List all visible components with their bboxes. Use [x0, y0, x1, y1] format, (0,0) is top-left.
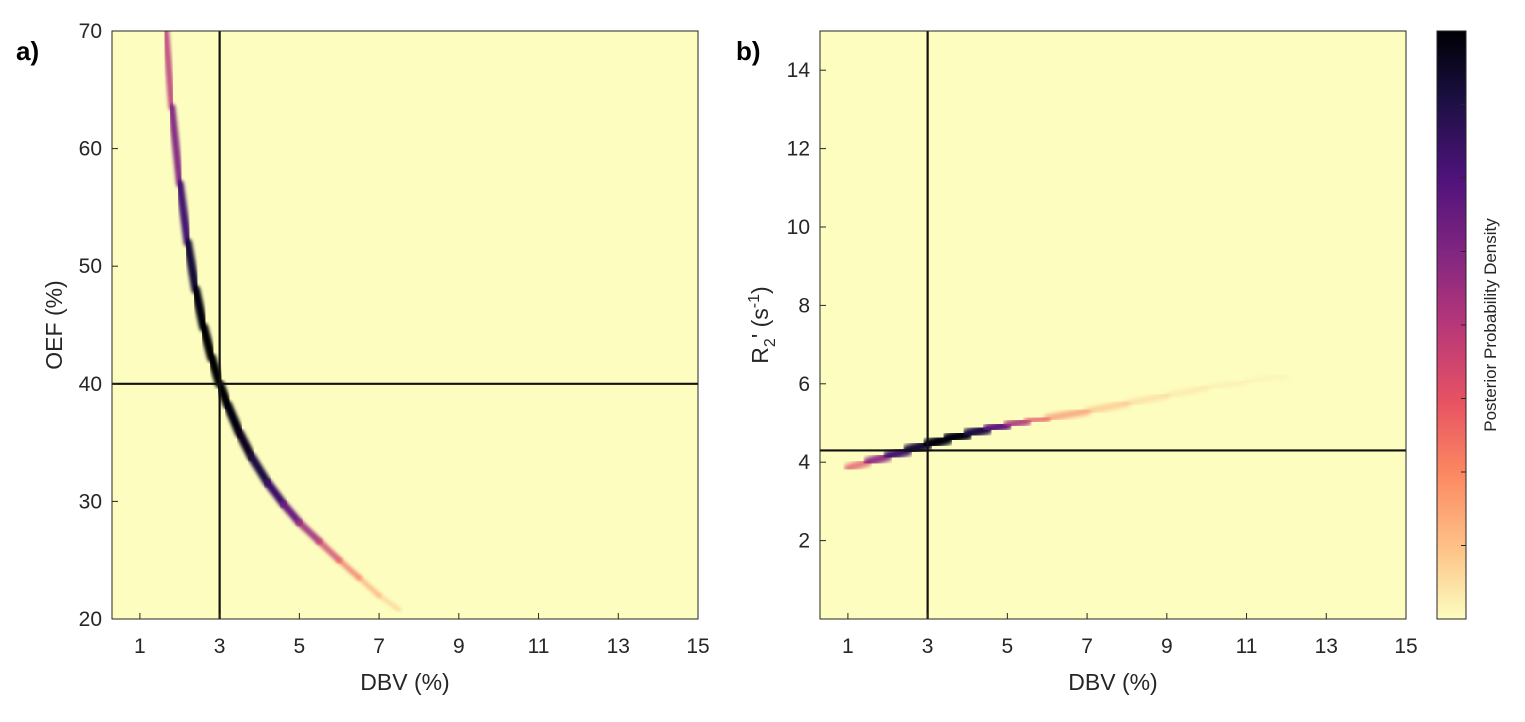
x-tick-label: 15 — [1394, 635, 1417, 658]
panel-a-y-axis-label: OEF (%) — [41, 280, 67, 369]
density-segment — [1083, 400, 1131, 415]
x-tick-label: 5 — [1002, 635, 1014, 658]
panel-b-x-ticks: 1 3 5 7 9 11 13 15 — [842, 613, 1418, 658]
panel-b-y-axis-label: R2' (s-1) — [746, 286, 779, 363]
colorbar-ticks — [1461, 104, 1466, 546]
panel-a-x-ticks: 1 3 5 7 9 11 13 15 — [134, 613, 710, 658]
y-tick-label: 14 — [787, 59, 811, 82]
x-tick-label: 7 — [373, 635, 385, 658]
y-tick-label: 6 — [798, 373, 810, 396]
density-segment — [295, 519, 323, 545]
panel-b-letter: b) — [736, 36, 761, 66]
panel-a-x-axis-label: DBV (%) — [360, 669, 449, 695]
panel-b-y-ticks: 2 4 6 8 10 12 14 — [787, 59, 826, 553]
y-tick-label: 4 — [798, 451, 810, 474]
density-segment — [223, 400, 245, 438]
colorbar-label: Posterior Probability Density — [1481, 218, 1500, 432]
x-tick-label: 1 — [842, 635, 854, 658]
panel-a-letter: a) — [16, 36, 39, 66]
panel-b-y-label-sub: 2 — [762, 338, 779, 347]
y-tick-label: 12 — [787, 138, 810, 161]
panel-a-y-ticks: 20 30 40 50 60 70 — [79, 20, 118, 631]
x-tick-label: 7 — [1081, 635, 1093, 658]
x-tick-label: 1 — [134, 635, 146, 658]
density-segment — [247, 452, 272, 487]
x-tick-label: 13 — [1315, 635, 1338, 658]
density-segment — [279, 499, 304, 527]
x-tick-label: 11 — [528, 635, 550, 658]
density-segment — [175, 179, 192, 247]
panel-a-frame — [111, 30, 699, 620]
colorbar: Posterior Probability Density — [1436, 30, 1500, 620]
y-tick-label: 60 — [79, 138, 102, 161]
density-segment — [191, 285, 209, 332]
x-tick-label: 3 — [922, 635, 934, 658]
y-tick-label: 10 — [787, 216, 810, 239]
density-segment — [316, 538, 343, 564]
panel-b-y-label-sup: -1 — [746, 294, 763, 308]
density-segment — [199, 322, 217, 363]
density-segment — [1163, 384, 1210, 399]
y-tick-label: 30 — [79, 490, 102, 513]
panel-a-plot-area — [112, 31, 698, 619]
y-tick-label: 20 — [79, 608, 102, 631]
density-segment — [336, 557, 363, 581]
panel-b-y-label-rest: ' (s — [747, 308, 773, 338]
y-tick-label: 2 — [798, 530, 810, 553]
panel-b-y-label-main: R — [747, 347, 773, 364]
x-tick-label: 3 — [214, 635, 226, 658]
density-segment — [235, 428, 256, 462]
panel-b-reference-lines — [820, 31, 1406, 619]
density-segment — [162, 31, 176, 111]
density-segment — [1123, 392, 1170, 407]
x-tick-label: 15 — [686, 635, 709, 658]
density-segment — [1203, 378, 1250, 391]
panel-b-y-label-close: ) — [747, 286, 773, 294]
x-tick-label: 13 — [607, 635, 630, 658]
density-segment — [1043, 407, 1091, 422]
panel-b-density-ridge — [843, 373, 1290, 473]
panel-a-density-ridge — [162, 31, 402, 613]
y-tick-label: 50 — [79, 255, 102, 278]
density-segment — [376, 593, 402, 613]
panel-b-plot-area — [820, 31, 1406, 619]
panel-b-frame — [819, 30, 1407, 620]
density-segment — [168, 103, 184, 188]
panel-b-x-axis-label: DBV (%) — [1068, 669, 1157, 695]
y-tick-label: 8 — [798, 294, 810, 317]
density-segment — [183, 238, 200, 295]
density-segment — [1243, 373, 1290, 385]
y-tick-label: 70 — [79, 20, 102, 43]
y-tick-label: 40 — [79, 373, 102, 396]
x-tick-label: 5 — [294, 635, 306, 658]
density-segment — [356, 575, 382, 599]
x-tick-label: 11 — [1236, 635, 1258, 658]
panel-a-reference-lines — [112, 31, 698, 619]
x-tick-label: 9 — [1161, 635, 1173, 658]
x-tick-label: 9 — [453, 635, 465, 658]
density-segment — [263, 478, 288, 508]
